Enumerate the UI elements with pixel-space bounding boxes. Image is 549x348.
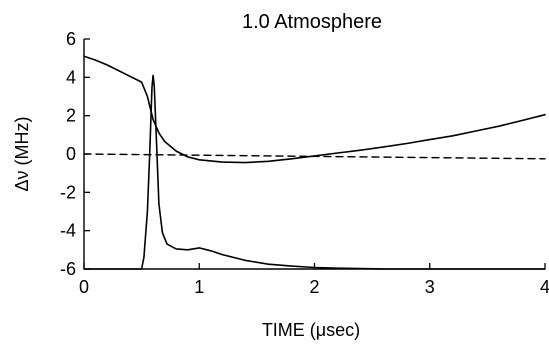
y-tick-label: -2 bbox=[60, 182, 76, 202]
y-axis-label: Δν (MHz) bbox=[12, 116, 32, 191]
series-line-3 bbox=[84, 154, 545, 159]
axes bbox=[84, 39, 545, 269]
x-axis-label: TIME (μsec) bbox=[262, 320, 360, 340]
y-tick-label: 0 bbox=[66, 144, 76, 164]
y-tick-label: -6 bbox=[60, 259, 76, 279]
x-tick-label: 4 bbox=[540, 277, 549, 297]
y-tick-label: -4 bbox=[60, 221, 76, 241]
y-tick-label: 4 bbox=[66, 67, 76, 87]
chart-title: 1.0 Atmosphere bbox=[242, 11, 382, 33]
x-tick-label: 1 bbox=[194, 277, 204, 297]
x-tick-label: 3 bbox=[425, 277, 435, 297]
series-group bbox=[84, 56, 545, 269]
x-tick-label: 0 bbox=[79, 277, 89, 297]
series-line-1 bbox=[84, 56, 545, 162]
y-tick-label: 6 bbox=[66, 29, 76, 49]
series-line-2 bbox=[84, 75, 545, 269]
y-tick-label: 2 bbox=[66, 106, 76, 126]
x-tick-label: 2 bbox=[309, 277, 319, 297]
